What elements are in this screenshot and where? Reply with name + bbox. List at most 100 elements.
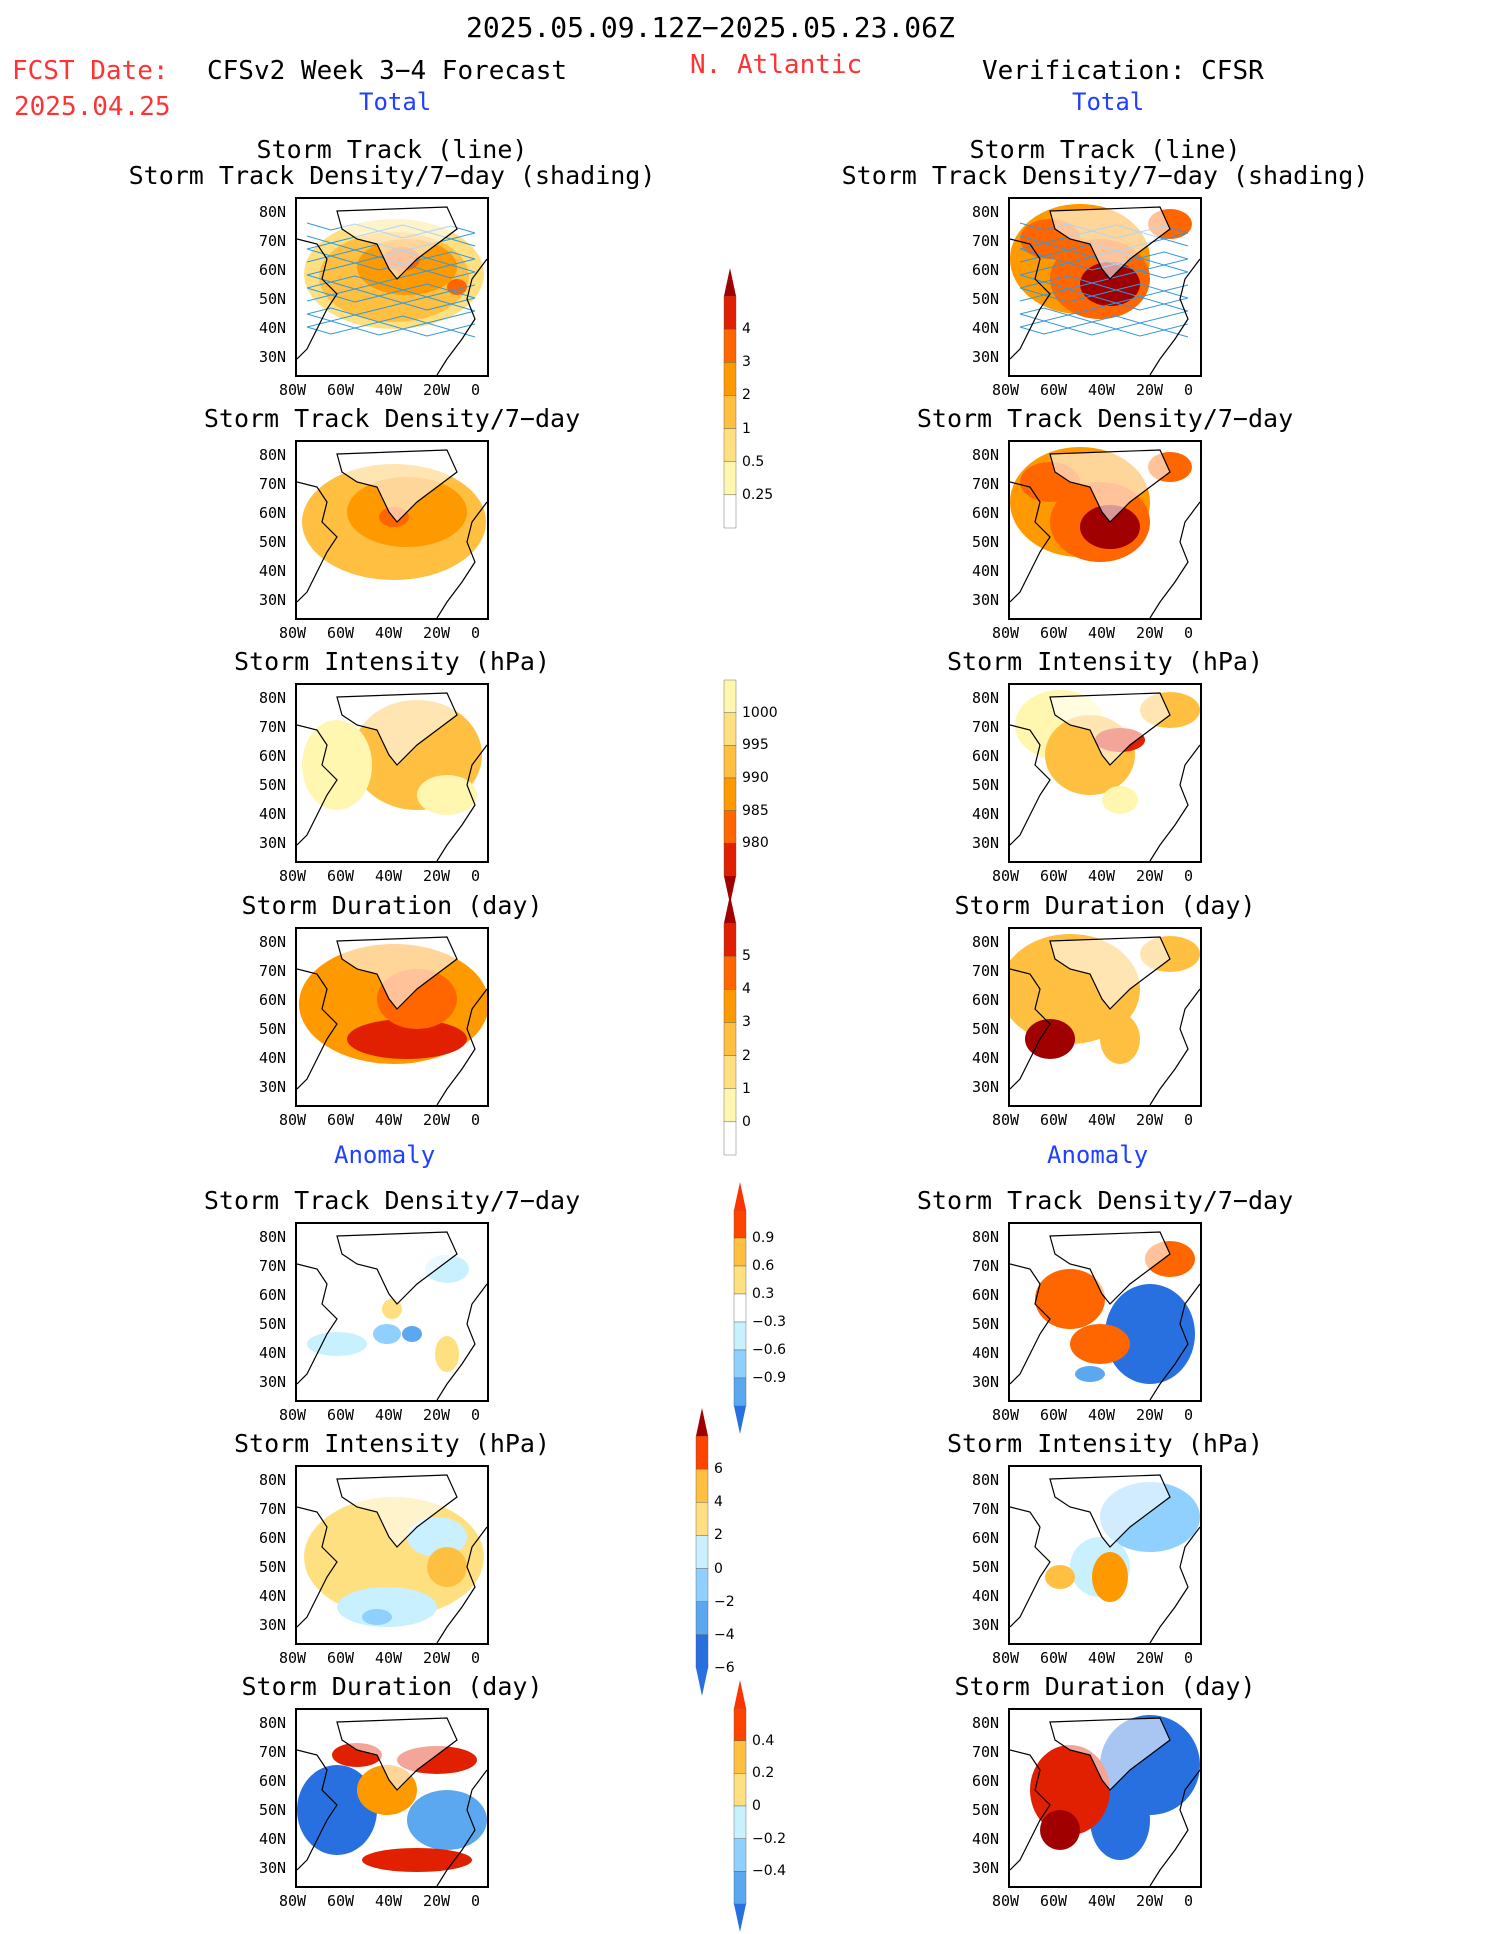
- colorbar-segment: [733, 1209, 747, 1239]
- lon-tick-label: 60W: [1040, 1649, 1068, 1667]
- shading-cell: [1075, 1366, 1105, 1382]
- panel-title: Storm Intensity (hPa): [233, 647, 551, 676]
- europe-africa-coastline: [436, 1526, 487, 1643]
- forecast-map-4-field: [297, 936, 487, 1105]
- europe-africa-coastline: [1149, 501, 1200, 618]
- lat-tick-label: 50N: [259, 290, 287, 308]
- lon-tick-label: 60W: [1040, 1406, 1068, 1424]
- lat-tick-label: 60N: [972, 991, 1000, 1009]
- colorbar-segment: [695, 1568, 709, 1602]
- lat-tick-label: 50N: [259, 1020, 287, 1038]
- lat-tick-label: 30N: [972, 348, 1000, 366]
- lon-tick-label: 80W: [279, 1892, 307, 1910]
- shading-cell: [407, 1517, 467, 1557]
- lat-tick-label: 80N: [259, 1714, 287, 1732]
- lon-tick-label: 80W: [992, 624, 1020, 642]
- lat-tick-label: 30N: [972, 1616, 1000, 1634]
- europe-africa-coastline: [436, 1283, 487, 1400]
- colorbar-label: 4: [742, 321, 751, 338]
- lon-tick-label: 40W: [1088, 1406, 1116, 1424]
- lon-tick-label: 80W: [992, 1892, 1020, 1910]
- colorbar-label: −0.4: [752, 1863, 786, 1880]
- shading-cell: [1092, 1552, 1128, 1602]
- shading-cell: [417, 775, 477, 815]
- lon-tick-label: 20W: [423, 624, 451, 642]
- lon-tick-label: 60W: [327, 381, 355, 399]
- lat-tick-label: 30N: [259, 1373, 287, 1391]
- colorbar-label: −0.9: [752, 1370, 786, 1386]
- lon-tick-label: 60W: [327, 867, 355, 885]
- lon-tick-label: 60W: [327, 1649, 355, 1667]
- shading-cell: [1040, 1810, 1080, 1850]
- shading-cell: [1102, 786, 1138, 814]
- colorbar-segment: [723, 1022, 737, 1056]
- colorbar-intensity-total: [723, 679, 737, 904]
- colorbar-label: 980: [742, 835, 769, 852]
- lon-tick-label: 40W: [375, 1111, 403, 1129]
- colorbar-segment: [733, 1707, 747, 1741]
- lon-tick-label: 80W: [279, 867, 307, 885]
- greenland-coastline: [1049, 1474, 1171, 1548]
- colorbar-segment: [733, 1740, 747, 1774]
- lat-tick-label: 70N: [972, 1257, 1000, 1275]
- lon-tick-label: 0: [471, 1406, 481, 1424]
- colorbar-label: 3: [742, 1014, 751, 1031]
- colorbar-label: 2: [742, 387, 751, 404]
- colorbar-segment: [723, 777, 737, 811]
- greenland-coastline: [336, 206, 458, 280]
- colorbar-intensity-anom: [695, 1408, 709, 1696]
- section-total-right: Total: [1072, 88, 1145, 116]
- lat-tick-label: 50N: [972, 1558, 1000, 1576]
- verification-map-7: [1008, 1708, 1202, 1888]
- lat-tick-label: 70N: [259, 232, 287, 250]
- north-america-coastline: [297, 968, 338, 1090]
- fcst-date-label: FCST Date:: [12, 56, 169, 86]
- verification-map-7-field: [1010, 1715, 1200, 1886]
- north-america-coastline: [297, 481, 338, 603]
- lon-tick-label: 40W: [1088, 867, 1116, 885]
- storm-track-line: [306, 287, 476, 299]
- verification-map-6-field: [1010, 1474, 1200, 1643]
- north-america-coastline: [1010, 481, 1051, 603]
- shading-cell: [1080, 505, 1140, 549]
- lat-tick-label: 60N: [259, 1286, 287, 1304]
- europe-africa-coastline: [1149, 258, 1200, 375]
- colorbar-label: 4: [742, 981, 751, 998]
- lat-tick-label: 30N: [972, 1859, 1000, 1877]
- colorbar-label: 0.4: [752, 1732, 775, 1749]
- storm-track-line: [306, 302, 476, 316]
- shading-cell: [362, 1848, 472, 1872]
- verification-map-1: [1008, 197, 1202, 377]
- colorbar-segment: [723, 1055, 737, 1089]
- lat-tick-label: 60N: [972, 1772, 1000, 1790]
- colorbar-segment: [723, 362, 737, 396]
- colorbar-label: 0: [742, 1113, 751, 1130]
- colorbar-segment: [723, 843, 737, 877]
- greenland-coastline: [336, 692, 458, 766]
- lat-tick-label: 80N: [972, 933, 1000, 951]
- lat-tick-label: 60N: [972, 261, 1000, 279]
- colorbar-label: 2: [742, 1047, 751, 1064]
- colorbar-duration-total: [723, 895, 737, 1156]
- lat-tick-label: 40N: [259, 1587, 287, 1605]
- lon-tick-label: 20W: [423, 381, 451, 399]
- lat-tick-label: 60N: [259, 747, 287, 765]
- storm-track-line: [306, 281, 476, 292]
- colorbar-label: 3: [742, 354, 751, 371]
- verification-map-1-field: [1010, 204, 1200, 375]
- colorbar-segment: [723, 395, 737, 429]
- colorbar-segment: [723, 328, 737, 363]
- lat-tick-label: 70N: [972, 718, 1000, 736]
- lon-tick-label: 80W: [279, 1406, 307, 1424]
- europe-africa-coastline: [1149, 744, 1200, 861]
- colorbar-segment: [723, 1121, 737, 1156]
- colorbar-label: 0.6: [752, 1258, 775, 1274]
- lat-tick-label: 80N: [259, 1471, 287, 1489]
- lat-tick-label: 30N: [972, 1078, 1000, 1096]
- colorbar-arrow-bottom: [696, 1668, 708, 1696]
- colorbar-label: 4: [714, 1494, 723, 1511]
- colorbar-segment: [695, 1634, 709, 1669]
- lon-tick-label: 0: [471, 624, 481, 642]
- lat-tick-label: 70N: [259, 718, 287, 736]
- colorbar-arrow-bottom: [724, 876, 736, 904]
